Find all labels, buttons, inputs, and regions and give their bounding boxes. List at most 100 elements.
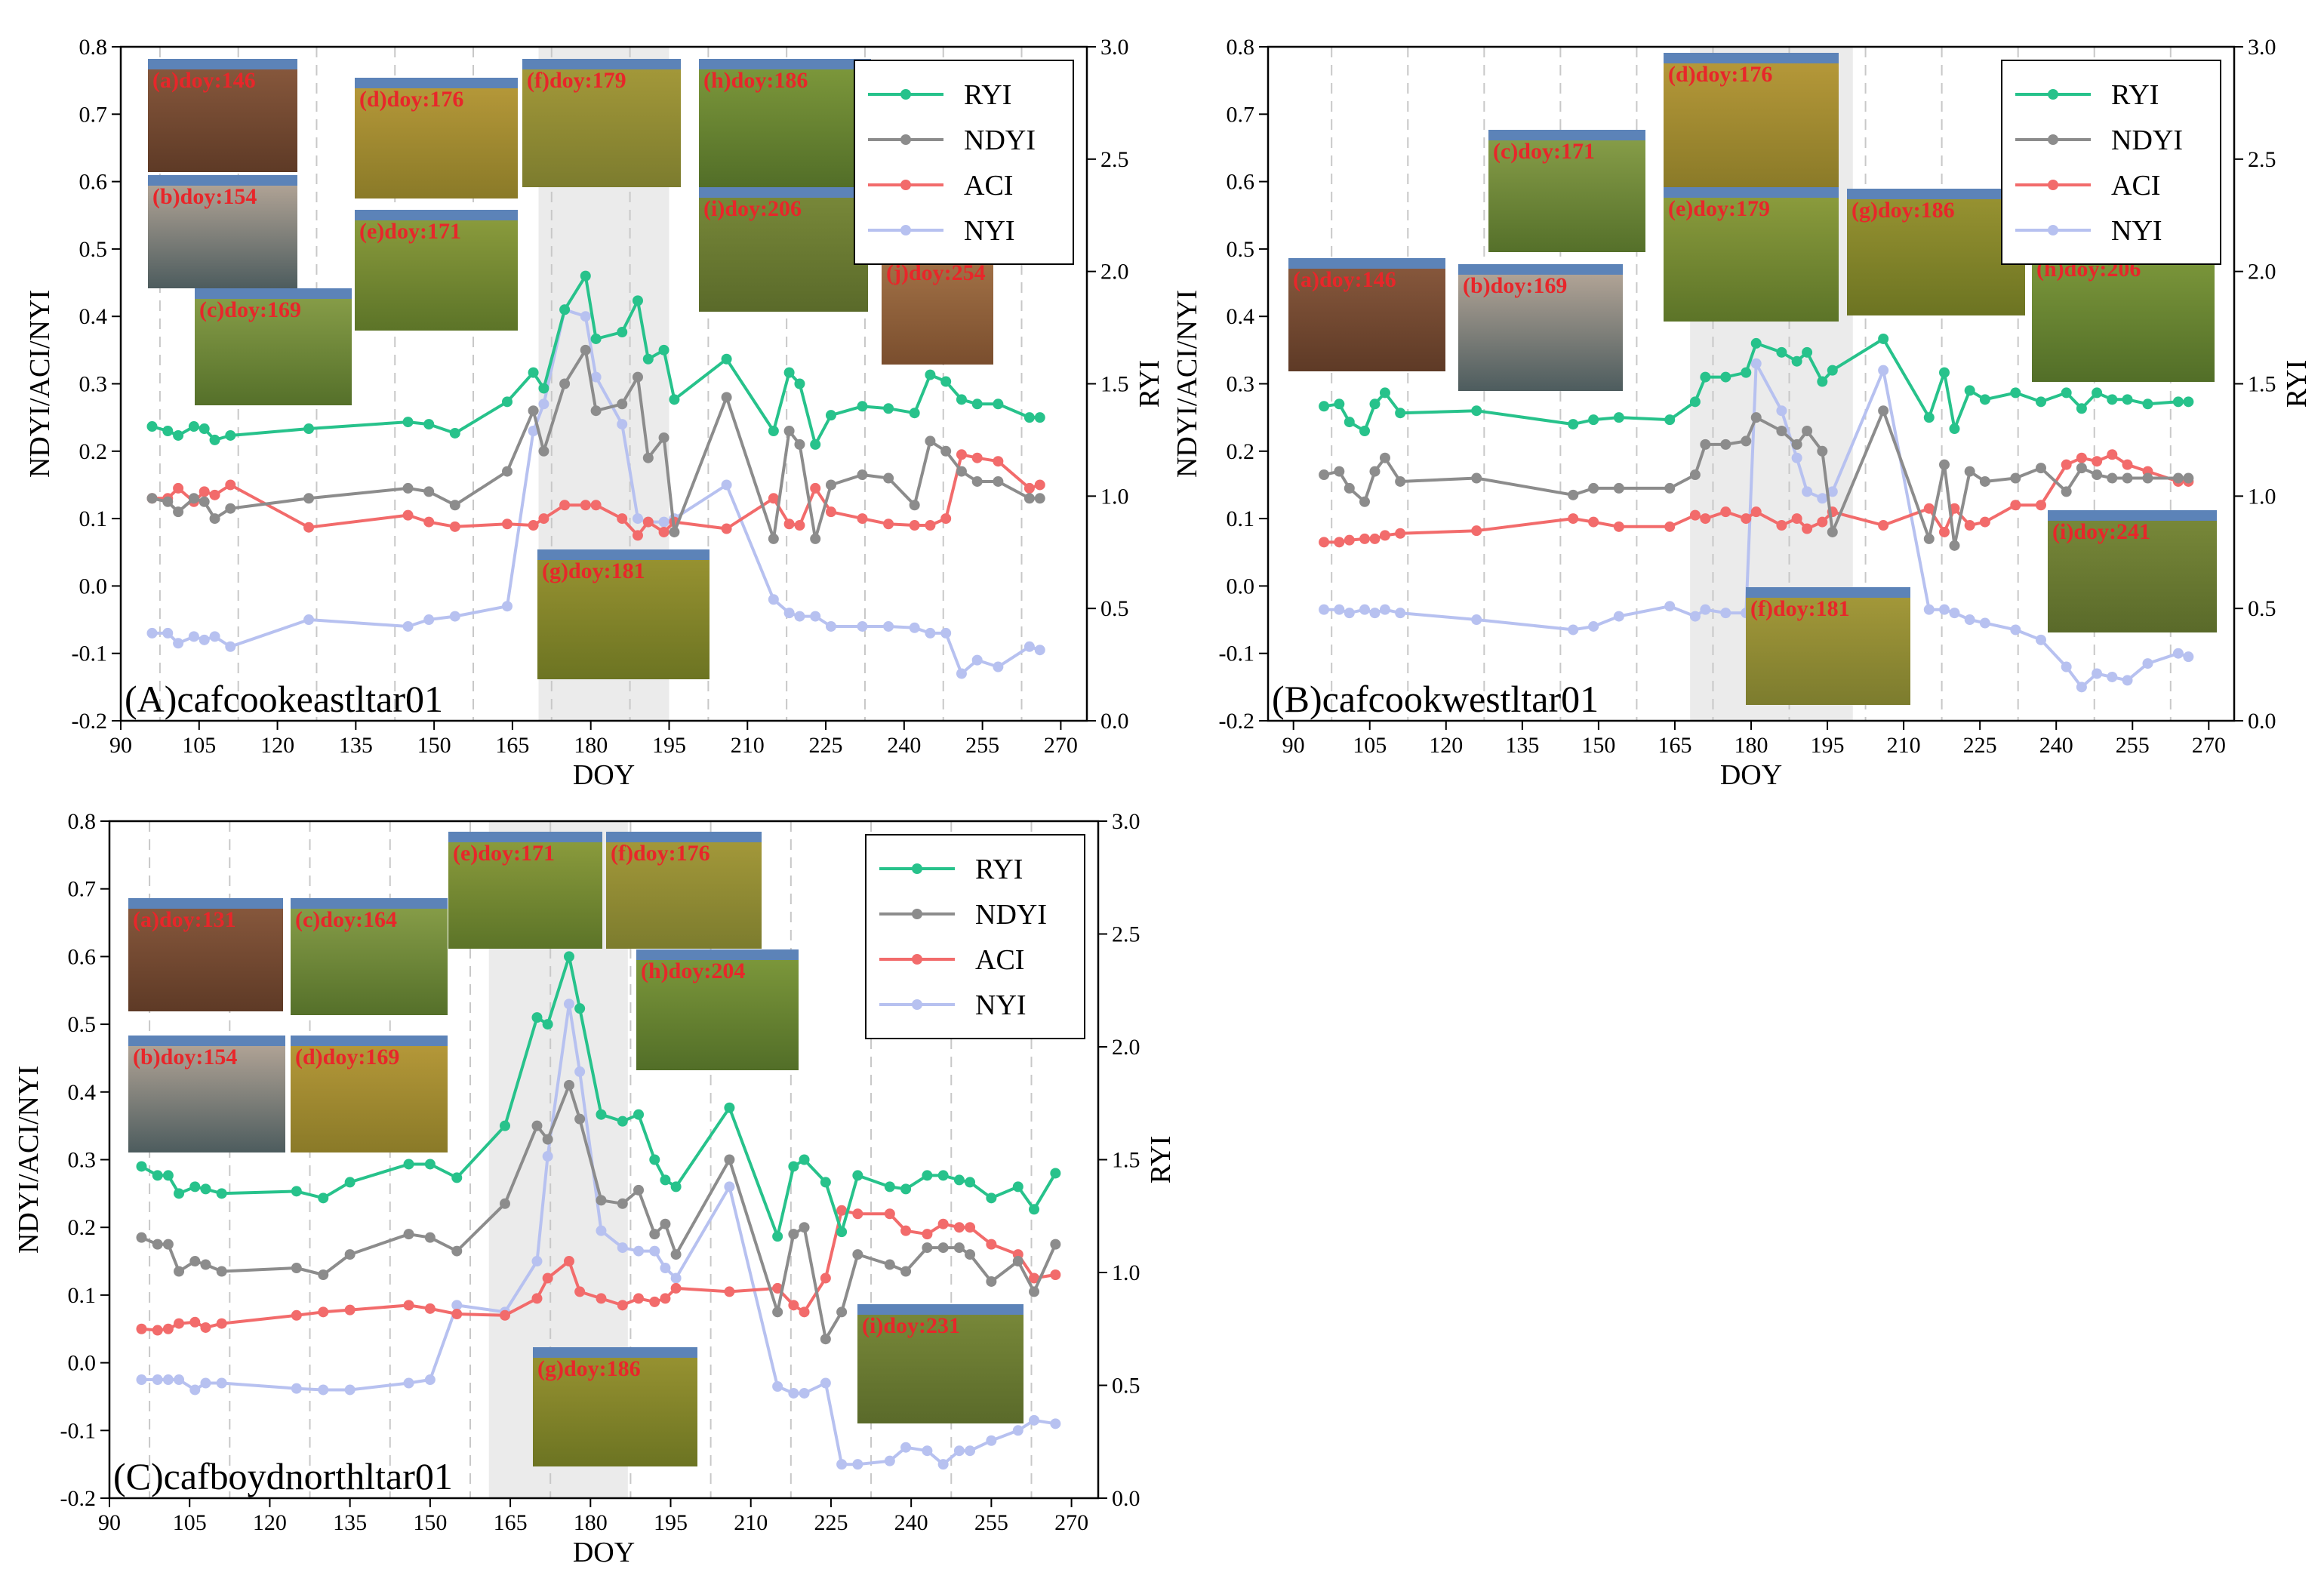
photo-label: (g)doy:181 xyxy=(542,559,645,583)
point-aci xyxy=(633,1293,645,1304)
point-nyi xyxy=(449,611,460,622)
point-aci xyxy=(318,1306,329,1318)
point-ryi xyxy=(1379,387,1390,399)
point-ryi xyxy=(940,376,952,387)
point-ryi xyxy=(1471,405,1482,417)
point-ndyi xyxy=(1817,445,1828,457)
photo-sky xyxy=(355,210,518,220)
x-tick-label: 150 xyxy=(417,733,451,758)
x-tick-label: 240 xyxy=(887,733,921,758)
point-ryi xyxy=(1344,417,1355,428)
point-ndyi xyxy=(152,1239,163,1250)
point-nyi xyxy=(1878,365,1889,376)
point-ndyi xyxy=(900,1266,912,1277)
point-nyi xyxy=(402,620,414,632)
point-ndyi xyxy=(1791,439,1802,450)
point-ryi xyxy=(1568,419,1579,430)
point-ndyi xyxy=(1827,526,1838,537)
photo-label: (i)doy:206 xyxy=(703,196,802,221)
x-tick-label: 210 xyxy=(1887,733,1921,758)
photo-sky xyxy=(1847,189,2025,199)
point-aci xyxy=(857,513,868,525)
point-ryi xyxy=(965,1177,976,1188)
point-ryi xyxy=(1034,412,1045,423)
point-nyi xyxy=(424,1374,436,1386)
photo-sky xyxy=(699,187,868,198)
photo-thumbnail xyxy=(1847,189,2025,315)
photo-sky xyxy=(128,898,283,909)
point-ndyi xyxy=(423,486,435,497)
point-ndyi xyxy=(189,1256,201,1267)
point-ryi xyxy=(2183,396,2194,408)
point-ryi xyxy=(1395,408,1406,419)
point-ndyi xyxy=(1034,493,1045,504)
point-ryi xyxy=(1776,346,1787,358)
y-left-tick-label: -0.1 xyxy=(60,1418,97,1443)
point-ryi xyxy=(200,1183,211,1195)
photo-thumbnail xyxy=(1664,187,1839,322)
point-ndyi xyxy=(580,344,591,355)
point-nyi xyxy=(1750,358,1762,369)
point-nyi xyxy=(1817,493,1828,504)
point-aci xyxy=(423,516,435,528)
x-tick-label: 90 xyxy=(109,733,132,758)
y-left-tick-label: 0.8 xyxy=(68,809,97,834)
point-ryi xyxy=(538,383,549,394)
point-nyi xyxy=(1700,604,1711,615)
y-left-tick-label: -0.2 xyxy=(72,709,108,734)
point-aci xyxy=(528,520,539,531)
point-aci xyxy=(836,1205,848,1216)
photo-thumbnail xyxy=(699,187,868,312)
point-aci xyxy=(590,500,602,511)
point-ndyi xyxy=(146,493,158,504)
x-tick-label: 90 xyxy=(1282,733,1305,758)
x-tick-label: 195 xyxy=(652,733,686,758)
legend-swatch-dot xyxy=(900,134,911,145)
point-aci xyxy=(173,482,184,494)
point-aci xyxy=(940,513,952,525)
point-nyi xyxy=(1568,624,1579,635)
point-ndyi xyxy=(937,1242,949,1254)
point-aci xyxy=(209,489,220,500)
photo-label: (i)doy:231 xyxy=(862,1313,960,1338)
panel-a: 90 105 120 135 150 165 180 195 210 225 240 255 270 -0… xyxy=(24,35,1165,791)
point-aci xyxy=(660,1293,671,1304)
point-ndyi xyxy=(617,399,628,410)
photo-sky xyxy=(1288,258,1445,269)
point-aci xyxy=(971,452,983,463)
x-tick-label: 120 xyxy=(253,1510,287,1535)
point-aci xyxy=(937,1218,949,1229)
point-ndyi xyxy=(209,513,220,525)
point-ndyi xyxy=(953,1242,965,1254)
point-aci xyxy=(189,1316,201,1328)
point-ryi xyxy=(1878,333,1889,344)
point-aci xyxy=(884,1208,895,1220)
point-ryi xyxy=(900,1183,912,1195)
point-aci xyxy=(2122,459,2133,470)
point-ndyi xyxy=(136,1232,147,1243)
y-right-tick-label: 1.5 xyxy=(1100,372,1129,397)
point-nyi xyxy=(1050,1418,1061,1429)
point-ndyi xyxy=(1949,540,1960,551)
point-nyi xyxy=(403,1377,414,1389)
point-ndyi xyxy=(1700,439,1711,450)
point-aci xyxy=(1979,516,1990,528)
point-aci xyxy=(216,1318,227,1329)
point-ndyi xyxy=(940,445,952,457)
point-ryi xyxy=(225,429,236,441)
point-ndyi xyxy=(883,472,894,484)
point-ndyi xyxy=(563,1079,574,1091)
point-ndyi xyxy=(200,1259,211,1270)
x-tick-label: 225 xyxy=(814,1510,848,1535)
point-ryi xyxy=(559,304,571,315)
point-aci xyxy=(2092,456,2103,467)
point-ryi xyxy=(2107,394,2118,405)
point-aci xyxy=(1817,516,1828,528)
point-aci xyxy=(956,449,967,460)
point-ndyi xyxy=(574,1113,586,1125)
point-ndyi xyxy=(225,503,236,514)
y-left-tick-label: 0.0 xyxy=(79,574,108,599)
photo-thumbnail xyxy=(1458,264,1623,391)
point-ndyi xyxy=(2036,463,2046,474)
